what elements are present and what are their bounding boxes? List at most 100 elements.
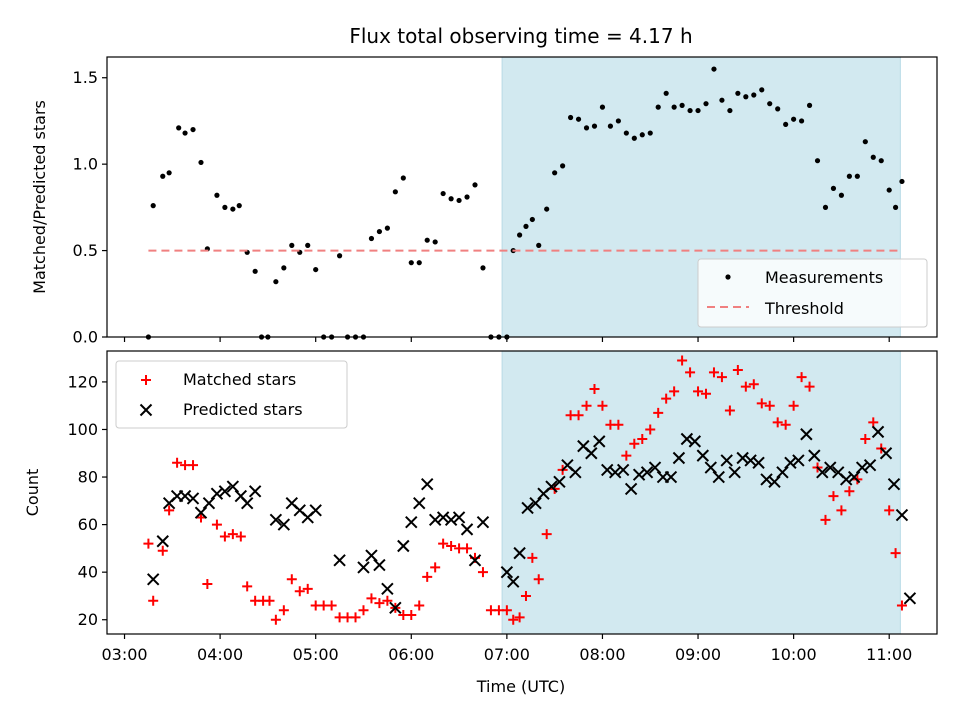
predicted-star-marker [601, 463, 614, 477]
predicted-star-marker [752, 456, 765, 469]
data-point [846, 173, 852, 179]
matched-star-marker [724, 405, 735, 416]
x-tick-label: 07:00 [484, 645, 530, 664]
predicted-star-marker [194, 506, 208, 519]
matched-star-marker [685, 367, 696, 378]
matched-star-marker [188, 460, 199, 471]
x-tick-label: 11:00 [866, 645, 912, 664]
matched-star-marker [302, 583, 313, 594]
data-point [289, 242, 295, 248]
matched-star-marker [202, 579, 213, 590]
data-point [892, 204, 899, 210]
matched-star-marker [820, 514, 831, 525]
y-tick-label: 1.0 [73, 155, 98, 174]
matched-star-marker [533, 574, 544, 585]
data-point [870, 154, 876, 160]
data-point [899, 178, 905, 185]
data-point [529, 216, 535, 223]
data-point [384, 225, 390, 231]
data-point [236, 203, 242, 209]
x-tick-label: 05:00 [293, 645, 339, 664]
data-point [583, 125, 590, 131]
predicted-star-marker [680, 432, 694, 446]
matched-star-marker [143, 538, 154, 549]
matched-star-marker [294, 586, 305, 597]
data-point [687, 107, 693, 114]
matched-star-marker [406, 609, 417, 620]
y-tick-label: 1.5 [73, 68, 98, 87]
data-point [198, 159, 204, 166]
data-point [480, 265, 486, 271]
legend-label: Threshold [764, 299, 844, 318]
y-tick-label: 0.0 [73, 328, 98, 347]
predicted-star-marker [871, 425, 885, 439]
matched-star-marker [597, 400, 608, 411]
matched-star-marker [890, 548, 901, 559]
matched-star-marker [828, 491, 839, 502]
data-point [400, 175, 406, 181]
matched-star-marker [430, 562, 441, 573]
predicted-star-marker [712, 470, 725, 484]
data-point [448, 196, 454, 202]
predicted-star-marker [240, 496, 254, 510]
data-point [759, 87, 765, 93]
data-point [886, 187, 892, 193]
data-point [639, 132, 645, 138]
legend-marker-matched [141, 375, 151, 385]
matched-star-marker [896, 600, 907, 611]
predicted-star-marker [436, 511, 450, 524]
predicted-star-marker [624, 482, 638, 496]
predicted-star-marker [500, 565, 514, 579]
data-point [703, 101, 709, 107]
predicted-star-marker [903, 592, 917, 605]
predicted-star-marker [569, 466, 582, 479]
data-point [775, 106, 781, 112]
matched-star-marker [732, 365, 743, 376]
data-point [166, 170, 172, 176]
data-point [190, 126, 196, 133]
matched-star-marker [764, 400, 775, 411]
data-point [273, 279, 279, 285]
predicted-star-marker [855, 461, 869, 474]
matched-star-marker [270, 614, 281, 625]
data-point [432, 239, 438, 245]
data-point [719, 97, 725, 103]
legend-marker-predicted [139, 403, 153, 417]
predicted-star-marker [146, 573, 160, 586]
data-point [440, 190, 446, 197]
matched-star-marker [219, 531, 230, 542]
matched-star-marker [708, 367, 719, 378]
data-point [791, 116, 797, 122]
data-point [798, 118, 805, 124]
predicted-star-marker [792, 454, 805, 467]
legend-label: Matched stars [183, 370, 296, 389]
predicted-star-marker [309, 504, 322, 517]
predicted-star-marker [178, 489, 192, 503]
matched-star-marker [422, 571, 433, 582]
data-point [783, 121, 789, 128]
matched-star-marker [748, 379, 759, 390]
data-point [376, 228, 383, 235]
y-axis-label: Count [23, 469, 42, 517]
matched-star-marker [242, 581, 253, 592]
data-point [182, 130, 188, 136]
x-axis-label: Time (UTC) [476, 677, 565, 696]
data-point [830, 185, 837, 191]
matched-star-marker [374, 598, 385, 609]
data-point [878, 158, 884, 164]
y-tick-label: 0.5 [73, 241, 98, 260]
data-point [281, 265, 287, 271]
predicted-star-marker [648, 461, 662, 474]
predicted-star-marker [277, 518, 291, 531]
matched-star-marker [326, 600, 337, 611]
predicted-star-marker [688, 435, 702, 448]
top-panel: 0.0 0.5 1.0 1.5 Matched/Predicted stars Measu… [30, 56, 938, 347]
data-point [424, 237, 430, 243]
matched-star-marker [661, 393, 672, 404]
x-tick-label: 09:00 [675, 645, 721, 664]
predicted-star-marker [768, 475, 781, 489]
matched-star-marker [645, 424, 656, 435]
y-tick-label: 20 [78, 610, 98, 629]
matched-star-marker [573, 410, 584, 421]
